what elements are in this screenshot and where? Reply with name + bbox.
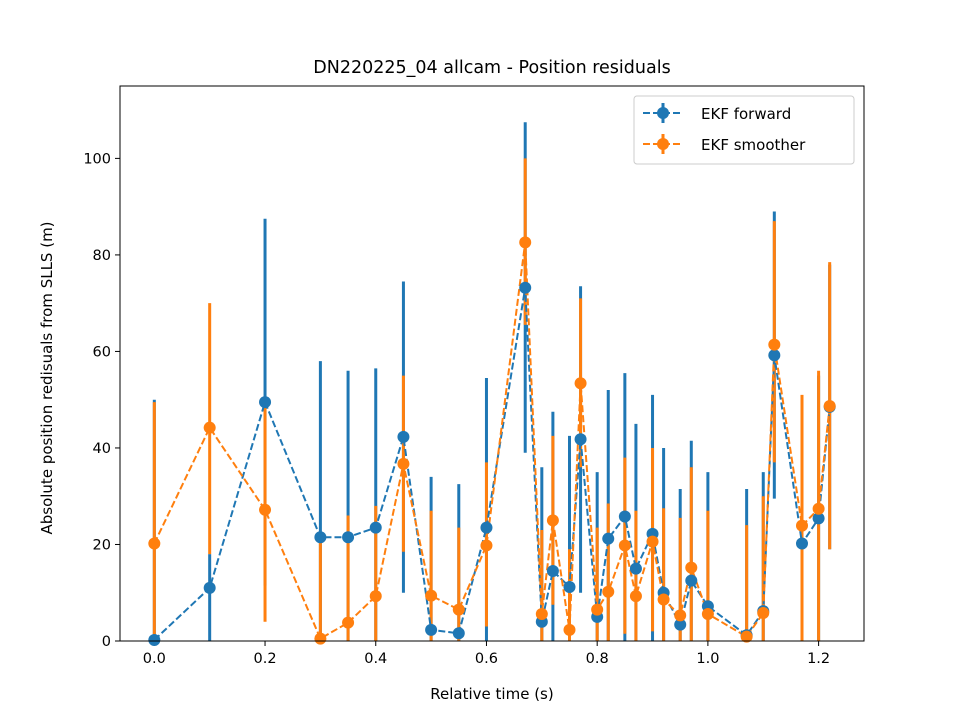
ekf-forward-point (685, 574, 698, 587)
ekf-forward-legend-label: EKF forward (701, 105, 791, 123)
x-tick-label: 1.0 (696, 651, 719, 667)
ekf-smoother-point (369, 590, 382, 603)
ekf-smoother-point (685, 561, 698, 574)
ekf-forward-point (148, 634, 161, 647)
chart-title: DN220225_04 allcam - Position residuals (313, 58, 670, 78)
ekf-smoother-point (535, 607, 548, 620)
ekf-forward-point (259, 396, 272, 409)
ekf-forward-point (397, 430, 410, 443)
legend-box (633, 95, 855, 165)
y-axis-label: Absolute position redisuals from SLLS (m… (38, 221, 56, 534)
ekf-smoother-point (757, 607, 770, 620)
ekf-forward-point (618, 510, 631, 523)
ekf-smoother-point (148, 537, 161, 550)
ekf-forward-point (563, 580, 576, 593)
y-tick-label: 60 (93, 344, 111, 360)
ekf-forward-point (574, 433, 587, 446)
ekf-smoother-point (519, 236, 532, 249)
ekf-forward-point (674, 618, 687, 631)
ekf-smoother-point (314, 632, 327, 645)
ekf-forward-point (369, 521, 382, 534)
ekf-smoother-point (701, 607, 714, 620)
x-tick-label: 0.2 (254, 651, 277, 667)
ekf-smoother-point (674, 609, 687, 622)
ekf-smoother-point (480, 539, 493, 552)
ekf-smoother-point (740, 630, 753, 643)
y-tick-label: 0 (102, 634, 111, 650)
ekf-forward-point (812, 512, 825, 525)
ekf-smoother-point (342, 616, 355, 629)
ekf-smoother-legend-label: EKF smoother (701, 136, 806, 154)
ekf-smoother-point (425, 589, 438, 602)
x-tick-label: 1.2 (807, 651, 830, 667)
ekf-smoother-point (812, 502, 825, 515)
ekf-forward-point (768, 349, 781, 362)
ekf-forward-point (342, 531, 355, 544)
y-tick-label: 80 (93, 248, 111, 264)
ekf-forward-point (546, 565, 559, 578)
ekf-forward-point (629, 562, 642, 575)
x-tick-label: 0.8 (586, 651, 609, 667)
y-tick-label: 100 (83, 151, 111, 167)
x-axis-label: Relative time (s) (430, 685, 553, 703)
ekf-smoother-legend-marker (657, 138, 669, 150)
y-tick-label: 20 (93, 537, 111, 553)
plot-frame (119, 85, 865, 642)
ekf-forward-legend-marker (657, 107, 669, 119)
ekf-smoother-point (203, 421, 216, 434)
axes: 0.0 0.2 0.4 0.6 0.8 1.0 1.2 0 20 40 60 80 100 (83, 151, 830, 667)
x-tick-label: 0.6 (475, 651, 498, 667)
ekf-forward-point (796, 537, 808, 550)
ekf-forward-point (452, 627, 465, 640)
ekf-forward-point (602, 532, 615, 545)
ekf-smoother-point (591, 603, 604, 616)
ekf-smoother-point (646, 535, 659, 548)
ekf-smoother-point (602, 585, 615, 598)
series-markers (148, 236, 836, 647)
x-tick-label: 0.0 (143, 651, 166, 667)
ekf-smoother-point (768, 338, 781, 351)
x-tick-label: 0.4 (364, 651, 387, 667)
ekf-smoother-point (546, 514, 559, 527)
ekf-smoother-point (629, 590, 642, 603)
ekf-smoother-point (452, 603, 465, 616)
ekf-smoother-point (563, 623, 576, 636)
ekf-smoother-point (657, 593, 670, 606)
ekf-smoother-point (574, 377, 587, 390)
y-tick-label: 40 (93, 441, 111, 457)
ekf-forward-point (480, 521, 493, 534)
ekf-smoother-point (823, 399, 836, 412)
ekf-smoother-point (397, 457, 410, 470)
ekf-smoother-point (259, 503, 272, 516)
ekf-smoother-point (796, 519, 808, 532)
ekf-forward-point (519, 281, 532, 294)
ekf-smoother-point (618, 539, 631, 552)
ekf-forward-point (425, 623, 438, 636)
ekf-forward-point (203, 581, 216, 594)
ekf-forward-point (314, 531, 327, 544)
legend: EKF forward EKF smoother (633, 95, 855, 165)
